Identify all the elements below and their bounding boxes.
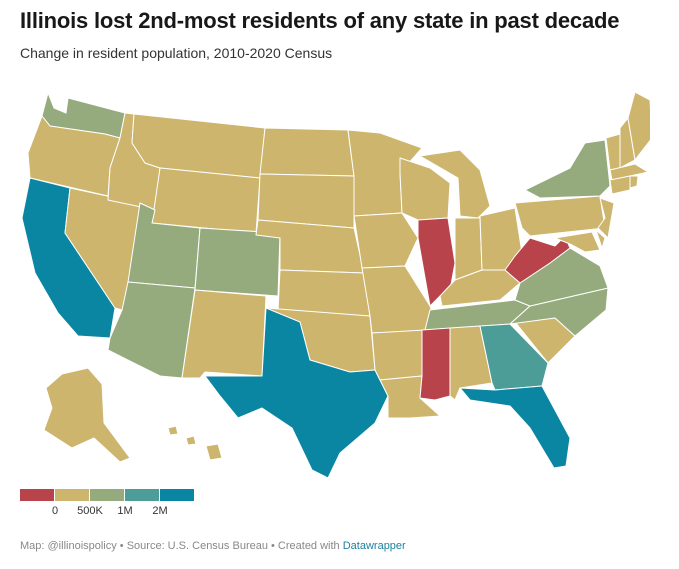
- legend-label: 0: [51, 505, 59, 517]
- state-maryland[interactable]: [554, 231, 601, 253]
- chart-subtitle: Change in resident population, 2010-2020…: [20, 45, 333, 61]
- state-michigan[interactable]: [419, 149, 491, 219]
- state-rhode-island[interactable]: [629, 175, 639, 189]
- legend-color-scale: [20, 489, 200, 501]
- legend-label: 2M: [152, 505, 168, 517]
- state-indiana[interactable]: [454, 217, 483, 281]
- footer-credit: Map: @illinoispolicy • Source: U.S. Cens…: [20, 540, 343, 552]
- state-new-york[interactable]: [524, 139, 611, 199]
- state-south-dakota[interactable]: [257, 173, 355, 229]
- state-alaska[interactable]: [43, 367, 131, 463]
- legend-swatch-2: [90, 489, 124, 501]
- legend-swatch-1: [55, 489, 89, 501]
- state-west-virginia[interactable]: [504, 235, 571, 284]
- state-kansas[interactable]: [277, 269, 371, 317]
- state-colorado[interactable]: [194, 227, 281, 297]
- datawrapper-link[interactable]: Datawrapper: [342, 540, 406, 552]
- state-new-mexico[interactable]: [181, 289, 267, 379]
- state-massachusetts[interactable]: [609, 163, 649, 181]
- legend-swatch-3: [125, 489, 159, 501]
- color-legend: 0 500K 1M 2M: [20, 489, 200, 521]
- state-delaware[interactable]: [595, 229, 606, 249]
- state-florida[interactable]: [459, 385, 571, 469]
- legend-label: 500K: [77, 505, 103, 517]
- state-maine[interactable]: [627, 91, 650, 161]
- state-iowa[interactable]: [353, 212, 419, 269]
- legend-swatch-4: [160, 489, 194, 501]
- state-connecticut[interactable]: [609, 175, 631, 195]
- state-wyoming[interactable]: [151, 167, 261, 234]
- state-new-jersey[interactable]: [597, 197, 615, 239]
- state-mississippi[interactable]: [419, 327, 451, 401]
- legend-labels: 0 500K 1M 2M: [20, 505, 200, 521]
- state-north-dakota[interactable]: [259, 127, 355, 177]
- chart-title: Illinois lost 2nd-most residents of any …: [20, 8, 620, 33]
- us-choropleth-map: [10, 78, 650, 478]
- legend-label: 1M: [117, 505, 133, 517]
- state-texas[interactable]: [204, 307, 389, 478]
- state-hawaii[interactable]: [167, 425, 223, 461]
- state-arkansas[interactable]: [371, 329, 426, 381]
- legend-swatch-loss: [20, 489, 54, 501]
- state-tennessee[interactable]: [424, 299, 531, 331]
- source-footer: Map: @illinoispolicy • Source: U.S. Cens…: [20, 540, 406, 552]
- state-pennsylvania[interactable]: [514, 195, 606, 237]
